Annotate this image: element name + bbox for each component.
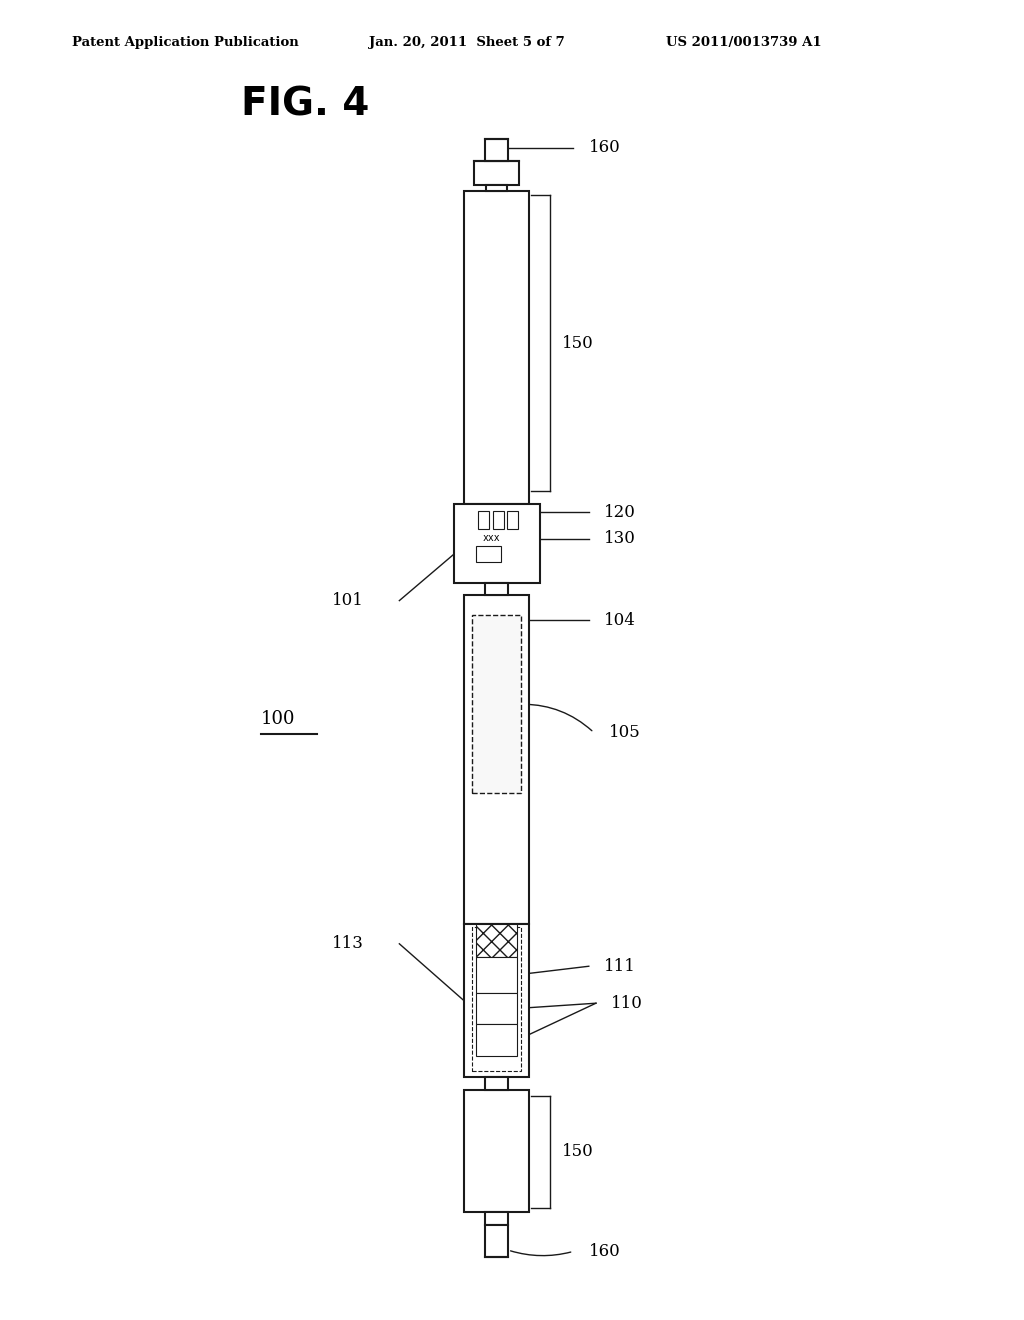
Text: Jan. 20, 2011  Sheet 5 of 7: Jan. 20, 2011 Sheet 5 of 7	[369, 36, 564, 49]
Bar	[486, 185, 507, 191]
Text: 150: 150	[562, 335, 594, 351]
Bar	[474, 161, 519, 185]
Bar	[485, 1225, 508, 1257]
Text: FIG. 4: FIG. 4	[241, 86, 369, 124]
Text: 113: 113	[332, 936, 364, 952]
Bar	[485, 1077, 508, 1090]
Text: 100: 100	[261, 710, 296, 729]
Text: 111: 111	[604, 958, 636, 974]
Bar	[476, 957, 517, 993]
Text: US 2011/0013739 A1: US 2011/0013739 A1	[666, 36, 821, 49]
Bar	[476, 924, 517, 957]
Text: 160: 160	[589, 1243, 621, 1259]
Text: 110: 110	[611, 995, 643, 1011]
Text: xxx: xxx	[482, 533, 500, 544]
Bar	[454, 504, 540, 583]
Text: 101: 101	[332, 593, 364, 609]
Text: 150: 150	[562, 1143, 594, 1160]
Bar	[476, 993, 517, 1024]
Bar	[507, 511, 518, 529]
Bar	[478, 511, 489, 529]
Bar	[464, 924, 529, 1077]
Bar	[472, 927, 521, 1071]
Text: 104: 104	[604, 612, 636, 628]
Bar	[464, 191, 529, 504]
Bar	[485, 1212, 508, 1225]
Bar	[472, 615, 521, 793]
Bar	[464, 595, 529, 924]
Bar	[464, 1090, 529, 1212]
Bar	[476, 1024, 517, 1056]
Bar	[476, 546, 501, 562]
Bar	[485, 583, 508, 595]
Text: Patent Application Publication: Patent Application Publication	[72, 36, 298, 49]
Text: 120: 120	[604, 504, 636, 520]
Bar	[493, 511, 504, 529]
Text: 105: 105	[609, 725, 641, 741]
Bar	[485, 139, 508, 161]
Text: 130: 130	[604, 531, 636, 546]
Text: 160: 160	[589, 140, 621, 156]
